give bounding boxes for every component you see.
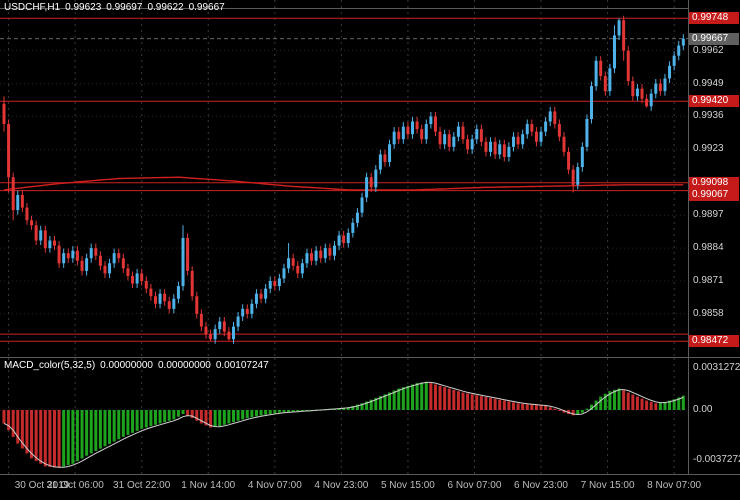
time-label: 4 Nov 07:00: [247, 480, 302, 491]
price-badge: 0.99067: [689, 188, 739, 201]
time-label: 30 Oct 2019: [14, 480, 70, 491]
symbol-period-label: USDCHF,H1: [4, 2, 61, 13]
macd-axis-label: 0.00: [693, 404, 713, 415]
time-axis[interactable]: 30 Oct 2019 31 Oct 06:00 31 Oct 22:00 1 Nov…: [0, 475, 740, 500]
price-label: 0.9936: [693, 110, 724, 122]
macd-value-1: 0.00000000: [100, 360, 153, 371]
macd-indicator-name: MACD_color(5,32,5): [4, 360, 96, 371]
macd-value-2: 0.00000000: [158, 360, 211, 371]
macd-value-3: 0.00107247: [215, 360, 269, 371]
price-label: 0.9871: [693, 275, 724, 286]
macd-title: MACD_color(5,32,5) 0.00000000 0.00000000 0.…: [4, 360, 274, 371]
time-label: 5 Nov 15:00: [380, 480, 435, 491]
time-label: 4 Nov 23:00: [314, 480, 369, 491]
price-badge: 0.99667: [689, 32, 739, 45]
price-label: 0.9897: [693, 209, 724, 221]
time-label: 8 Nov 07:00: [647, 480, 702, 491]
macd-histogram[interactable]: [0, 358, 688, 474]
chart-title: USDCHF,H1 0.99623 0.99697 0.99622 0.99667: [4, 2, 230, 13]
price-label: 0.9962: [693, 44, 724, 56]
ohlc-open: 0.99623: [65, 2, 102, 13]
panel-resize-handle[interactable]: [0, 357, 740, 358]
time-label: 31 Oct 06:00: [46, 480, 104, 491]
price-badge: 0.99098: [689, 176, 739, 189]
price-badge: 0.98472: [689, 335, 739, 348]
candlestick-chart[interactable]: [0, 0, 688, 357]
price-label: 0.9884: [693, 242, 724, 254]
time-axis-separator: [0, 474, 740, 475]
macd-axis-label: 0.0031272: [693, 361, 740, 373]
ohlc-low: 0.99622: [147, 2, 184, 13]
macd-axis-label: -0.0037272: [693, 454, 740, 466]
time-label: 6 Nov 23:00: [514, 480, 568, 491]
price-label: 0.9858: [693, 307, 724, 319]
price-badge: 0.99748: [689, 12, 739, 25]
ohlc-close: 0.99667: [188, 2, 225, 13]
price-axis-separator: [688, 0, 689, 474]
price-label: 0.9949: [693, 77, 724, 89]
price-axis[interactable]: 0.9962 0.9949 0.9936 0.9923 0.9897 0.9884 0.98…: [689, 0, 740, 357]
time-label: 1 Nov 14:00: [181, 480, 236, 491]
ohlc-high: 0.99697: [106, 2, 143, 13]
time-label: 6 Nov 07:00: [447, 480, 502, 491]
time-label: 31 Oct 22:00: [113, 480, 171, 491]
time-label: 7 Nov 15:00: [580, 480, 635, 491]
macd-axis[interactable]: 0.0031272 0.00 -0.0037272: [689, 358, 740, 474]
price-label: 0.9923: [693, 143, 724, 155]
price-badge: 0.99420: [689, 95, 739, 108]
